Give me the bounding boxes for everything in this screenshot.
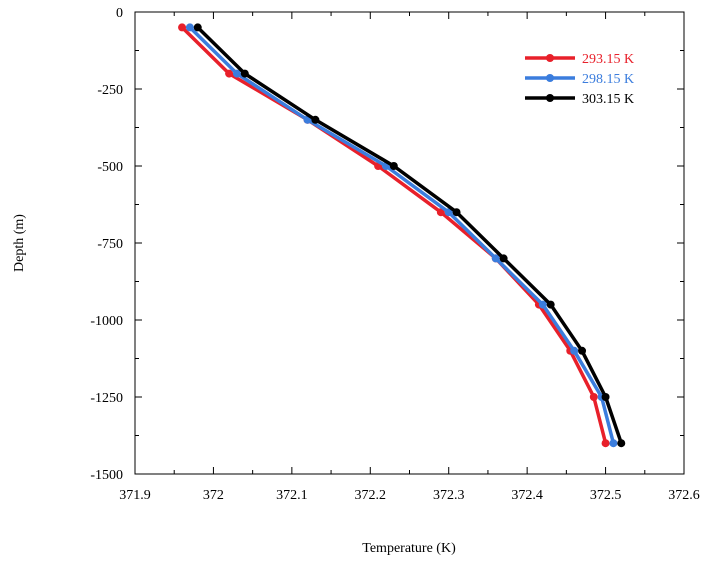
x-tick-label: 372.5 xyxy=(590,488,622,503)
data-point xyxy=(601,393,610,401)
y-tick-label: -1000 xyxy=(90,314,123,329)
legend-label: 293.15 K xyxy=(582,52,634,67)
data-point xyxy=(452,208,461,217)
x-tick-label: 372.4 xyxy=(511,488,543,503)
x-axis-title: Temperature (K) xyxy=(362,541,456,556)
data-point xyxy=(389,162,398,170)
legend-label: 298.15 K xyxy=(582,72,634,87)
x-tick-label: 372 xyxy=(203,488,224,503)
data-point xyxy=(436,208,445,217)
y-tick-label: -1250 xyxy=(90,391,123,406)
data-point xyxy=(232,69,241,78)
x-tick-label: 372.2 xyxy=(355,488,387,503)
data-point xyxy=(570,346,579,355)
legend-swatch-marker xyxy=(546,94,554,102)
data-point xyxy=(491,254,500,263)
series-line xyxy=(188,26,616,444)
series-line xyxy=(180,26,608,444)
data-point xyxy=(578,346,587,355)
legend-swatch-marker xyxy=(546,74,554,82)
series-layer xyxy=(178,23,626,448)
legend-swatch-marker xyxy=(546,54,554,62)
data-point xyxy=(225,69,234,78)
data-point xyxy=(538,300,547,309)
legend-label: 303.15 K xyxy=(582,92,634,107)
data-point xyxy=(193,23,202,32)
data-point xyxy=(546,300,555,309)
data-point xyxy=(499,254,508,263)
y-tick-label: -500 xyxy=(97,160,123,175)
data-point xyxy=(601,439,610,448)
y-axis-title: Depth (m) xyxy=(12,214,27,272)
x-axis-ticks: 371.9 372 372.1 372.2 372.3 372.4 372.5 372.6 xyxy=(119,12,700,503)
data-point xyxy=(178,23,187,32)
x-tick-label: 372.1 xyxy=(276,488,308,503)
data-point xyxy=(444,208,453,217)
series-line xyxy=(196,26,623,444)
y-tick-label: -750 xyxy=(97,237,123,252)
data-point xyxy=(589,393,598,401)
x-tick-label: 372.3 xyxy=(433,488,465,503)
data-point xyxy=(311,115,320,124)
data-point xyxy=(617,439,626,448)
data-point xyxy=(185,23,194,32)
legend: 293.15 K 298.15 K 303.15 K xyxy=(525,52,634,107)
x-tick-label: 372.6 xyxy=(668,488,700,503)
y-axis-ticks: 0 -250 -500 -750 -1000 -1250 -1500 xyxy=(90,6,684,483)
y-tick-label: -250 xyxy=(97,83,123,98)
data-point xyxy=(240,69,249,78)
y-tick-label: 0 xyxy=(116,6,123,21)
y-tick-label: -1500 xyxy=(90,468,123,483)
x-tick-label: 371.9 xyxy=(119,488,151,503)
data-point xyxy=(609,439,618,448)
